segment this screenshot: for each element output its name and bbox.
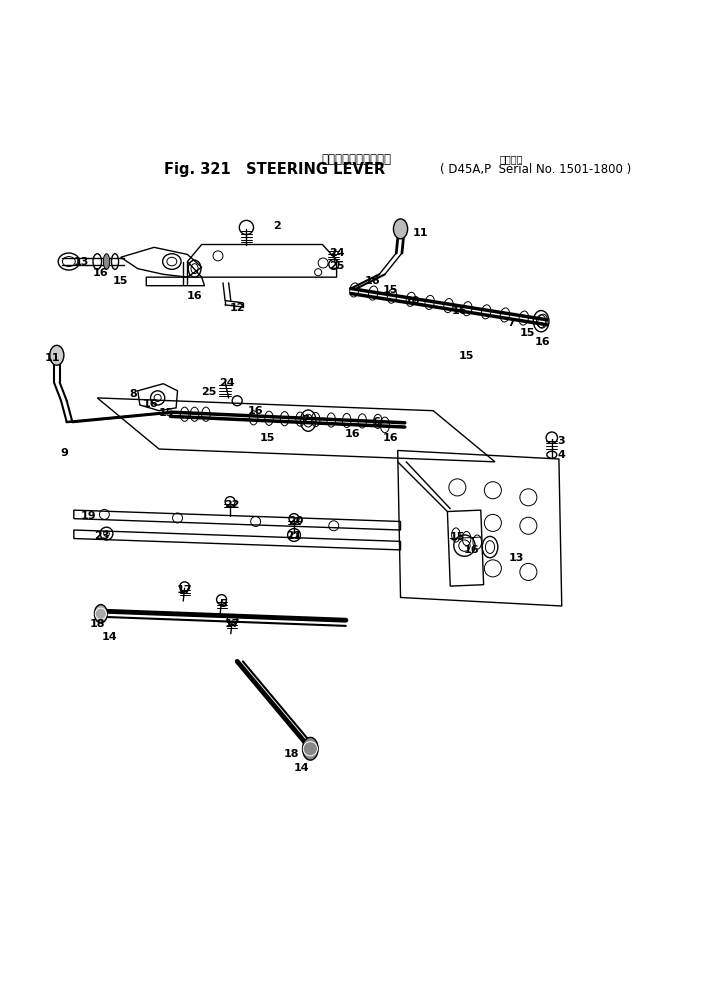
Text: 24: 24 bbox=[220, 378, 235, 388]
Text: 23: 23 bbox=[95, 531, 110, 541]
Text: 7: 7 bbox=[302, 415, 309, 425]
Text: 11: 11 bbox=[413, 228, 429, 238]
Text: 14: 14 bbox=[101, 632, 117, 642]
Text: 11: 11 bbox=[45, 353, 61, 363]
Text: 17: 17 bbox=[177, 584, 193, 594]
Text: ( D45A,P  Serial No. 1501-1800 ): ( D45A,P Serial No. 1501-1800 ) bbox=[441, 163, 632, 176]
Text: 16: 16 bbox=[143, 399, 158, 408]
Text: 6: 6 bbox=[372, 417, 380, 427]
Text: 16: 16 bbox=[463, 545, 479, 555]
Text: 16: 16 bbox=[383, 432, 399, 443]
Text: 7: 7 bbox=[508, 317, 515, 327]
Text: 15: 15 bbox=[459, 351, 474, 361]
Text: 15: 15 bbox=[383, 285, 399, 295]
Text: 17: 17 bbox=[225, 619, 241, 629]
Text: 22: 22 bbox=[225, 500, 240, 510]
Text: 16: 16 bbox=[187, 291, 202, 301]
Text: 13: 13 bbox=[73, 256, 88, 267]
Text: 16: 16 bbox=[248, 405, 264, 415]
Ellipse shape bbox=[394, 219, 408, 238]
Text: 14: 14 bbox=[293, 763, 309, 773]
Text: 5: 5 bbox=[219, 599, 227, 609]
Text: 25: 25 bbox=[329, 261, 344, 271]
Text: ステアリング　レバー: ステアリング レバー bbox=[322, 152, 391, 166]
Ellipse shape bbox=[302, 738, 318, 761]
Text: 9: 9 bbox=[60, 448, 68, 458]
Text: 12: 12 bbox=[230, 304, 245, 314]
Text: 16: 16 bbox=[364, 277, 380, 287]
Ellipse shape bbox=[50, 345, 64, 365]
Text: 適用号機: 適用号機 bbox=[500, 154, 523, 164]
Text: 15: 15 bbox=[113, 277, 128, 287]
Text: 15: 15 bbox=[519, 327, 535, 337]
Text: 18: 18 bbox=[283, 749, 299, 759]
Text: 18: 18 bbox=[90, 619, 105, 629]
Text: 25: 25 bbox=[201, 387, 217, 397]
Ellipse shape bbox=[94, 604, 107, 623]
Text: 19: 19 bbox=[81, 510, 96, 521]
Text: 3: 3 bbox=[558, 436, 565, 446]
Text: 13: 13 bbox=[508, 554, 524, 564]
Text: Fig. 321   STEERING LEVER: Fig. 321 STEERING LEVER bbox=[164, 162, 386, 177]
Text: 15: 15 bbox=[260, 432, 275, 443]
Text: 4: 4 bbox=[557, 450, 565, 461]
Text: 24: 24 bbox=[329, 248, 344, 258]
Text: 2: 2 bbox=[273, 221, 281, 231]
Text: 21: 21 bbox=[286, 531, 302, 541]
Text: 10: 10 bbox=[404, 297, 419, 307]
Text: 20: 20 bbox=[289, 516, 304, 526]
Ellipse shape bbox=[103, 254, 110, 269]
Text: 16: 16 bbox=[451, 307, 467, 316]
Text: 16: 16 bbox=[345, 429, 361, 439]
Text: 16: 16 bbox=[535, 337, 550, 347]
Text: 15: 15 bbox=[158, 407, 174, 417]
Text: 8: 8 bbox=[129, 389, 137, 399]
Text: 16: 16 bbox=[93, 268, 108, 278]
Text: 15: 15 bbox=[450, 532, 465, 542]
